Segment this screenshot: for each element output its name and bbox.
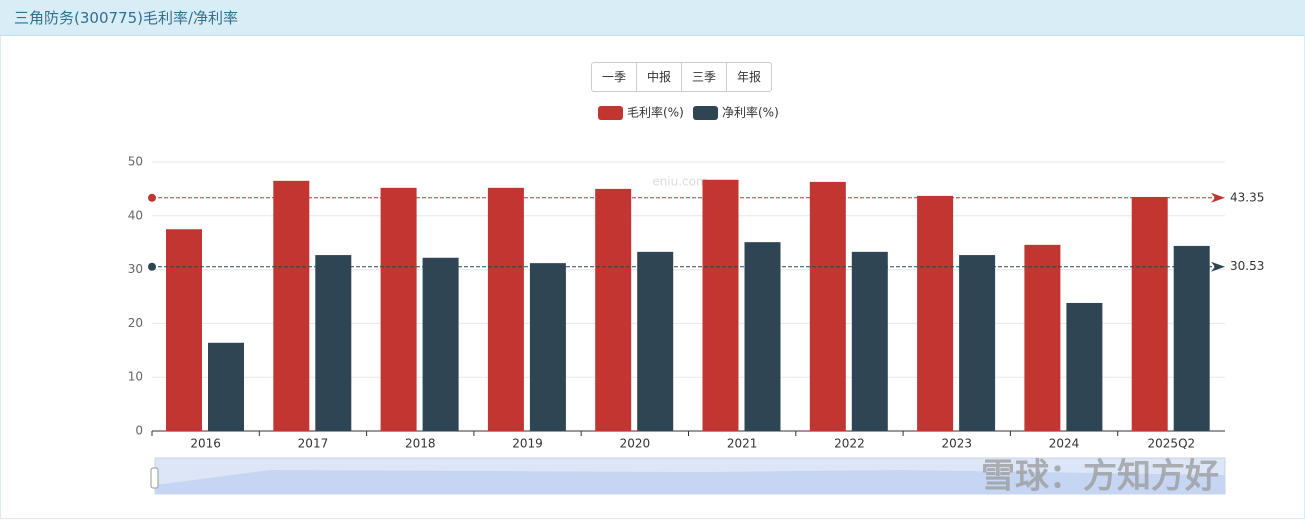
zoom-handle[interactable] (150, 467, 159, 489)
x-tick-label: 2017 (298, 437, 329, 451)
bar (744, 242, 781, 431)
y-tick-label: 30 (128, 262, 143, 276)
legend-label: 毛利率(%) (627, 105, 684, 120)
bar (487, 187, 524, 431)
bar (595, 188, 632, 431)
period-button[interactable]: 一季 (601, 70, 626, 84)
zoom-preview (155, 470, 1225, 494)
x-tick-label: 2016 (190, 437, 221, 451)
period-button[interactable]: 中报 (636, 63, 681, 91)
y-tick-label: 20 (128, 316, 143, 330)
bar (1131, 196, 1168, 431)
average-line-label: 30.53 (1230, 259, 1264, 273)
bar (380, 187, 417, 431)
bar (851, 251, 888, 431)
bar (1066, 302, 1103, 431)
bar (208, 342, 244, 431)
bar (702, 179, 739, 431)
average-line-label: 43.35 (1230, 190, 1264, 204)
bar (529, 263, 566, 431)
period-buttons: 一季 中报 三季 年报 (591, 62, 772, 92)
x-tick-label: 2018 (405, 437, 436, 451)
bar (166, 229, 202, 431)
x-tick-label: 2021 (727, 437, 758, 451)
x-tick-label: 2019 (512, 437, 543, 451)
bar (315, 255, 352, 431)
y-tick-label: 0 (135, 424, 143, 438)
watermark: 雪球：方知方好 (981, 457, 1219, 497)
average-line-start (148, 262, 156, 271)
x-tick-label: 2023 (941, 437, 972, 451)
average-line-arrow (1211, 261, 1225, 272)
bar (422, 257, 459, 431)
x-tick-label: 2025Q2 (1148, 437, 1196, 451)
average-line-arrow (1211, 192, 1225, 203)
watermark: eniu.com (652, 175, 707, 189)
legend-label: 净利率(%) (722, 105, 779, 120)
x-tick-label: 2020 (620, 437, 651, 451)
y-tick-label: 40 (128, 208, 143, 222)
legend-swatch (598, 106, 623, 120)
bar (637, 251, 674, 431)
bar (959, 255, 996, 431)
y-tick-label: 50 (128, 155, 143, 169)
header-title: 三角防务(300775)毛利率/净利率 (0, 0, 1305, 36)
bar (1173, 245, 1210, 431)
bar (273, 180, 310, 431)
y-tick-label: 10 (128, 370, 143, 384)
bar (809, 181, 846, 431)
legend-swatch (693, 106, 718, 120)
average-line-start (148, 193, 156, 202)
x-tick-label: 2024 (1049, 437, 1080, 451)
x-tick-label: 2022 (834, 437, 865, 451)
period-button[interactable]: 年报 (726, 63, 771, 91)
period-button[interactable]: 三季 (681, 63, 726, 91)
bar (917, 195, 954, 431)
bar (1024, 244, 1061, 431)
